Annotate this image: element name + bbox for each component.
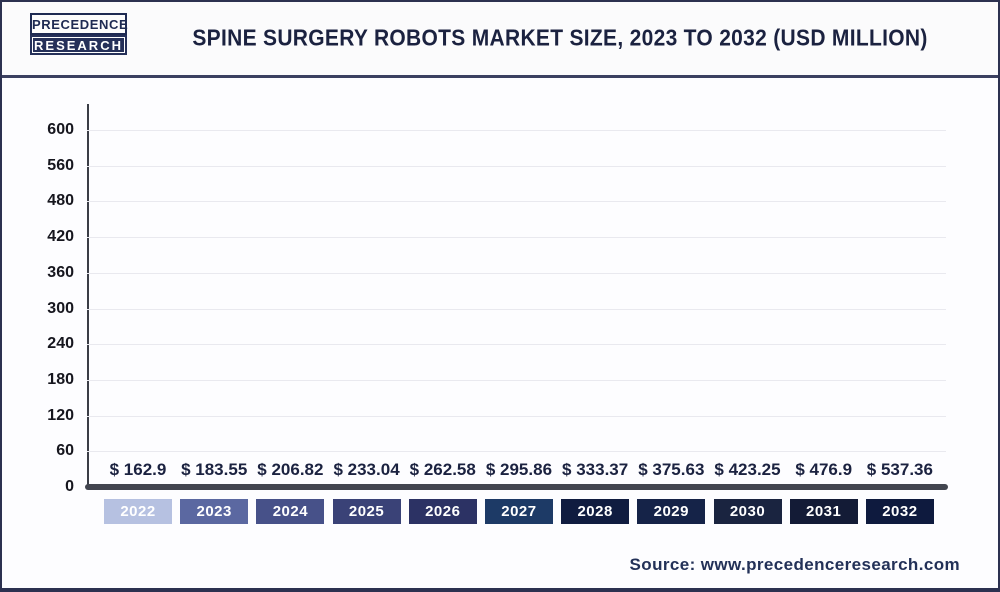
y-tick-label: 420 [47, 228, 74, 246]
gridline [87, 379, 946, 381]
chart-title: SPINE SURGERY ROBOTS MARKET SIZE, 2023 T… [192, 25, 928, 51]
x-tick-label-2026: 2026 [408, 499, 477, 524]
bar-value-label-2023: $ 183.55 [181, 460, 248, 479]
bar-value-label-2024: $ 206.82 [257, 460, 324, 479]
y-tick-label: 240 [47, 335, 74, 353]
x-tick-label-2030: 2030 [713, 499, 782, 524]
x-tick-label-2031: 2031 [789, 499, 858, 524]
gridline [87, 344, 946, 346]
x-tick-label-2027: 2027 [484, 499, 553, 524]
chart-section: 600 560 480 420 360 300 240 180 120 60 0 $ 162.9 $ … [2, 78, 998, 588]
plot-area: 600 560 480 420 360 300 240 180 120 60 0 $ 162.9 $ … [47, 104, 948, 524]
x-tick-label-2023: 2023 [180, 499, 249, 524]
gridline [87, 130, 946, 131]
gridline [87, 201, 946, 203]
bar-value-label-2025: $ 233.04 [333, 460, 400, 479]
x-axis-line [85, 484, 948, 490]
y-tick-label: 560 [47, 156, 74, 174]
gridline [87, 237, 946, 239]
x-axis-labels-row: 2022 2023 2024 2025 2026 2027 2028 2029 2030 2031… [87, 499, 946, 524]
bar-value-label-2030: $ 423.25 [714, 460, 781, 479]
y-tick-label: 360 [47, 263, 74, 281]
y-axis-line [87, 104, 89, 487]
x-tick-label-2025: 2025 [332, 499, 401, 524]
y-tick-label: 600 [47, 121, 74, 138]
bar-value-label-2028: $ 333.37 [562, 460, 629, 479]
bar-value-label-2029: $ 375.63 [638, 460, 705, 479]
x-tick-label-2032: 2032 [865, 499, 934, 524]
x-tick-label-2024: 2024 [256, 499, 325, 524]
bar-value-label-2022: $ 162.9 [109, 460, 167, 479]
gridline [87, 451, 946, 453]
y-tick-label: 0 [65, 478, 74, 495]
bar-value-label-2026: $ 262.58 [409, 460, 476, 479]
logo-text-precedence: PRECEDENCE [30, 13, 128, 35]
gridline [87, 272, 946, 274]
header: PRECEDENCE RESEARCH SPINE SURGERY ROBOTS… [2, 2, 998, 78]
bars-row: $ 162.9 $ 183.55 $ 206.82 $ 233.04 $ 262.58 $… [87, 130, 946, 487]
x-tick-label-2029: 2029 [637, 499, 706, 524]
gridline [87, 308, 946, 310]
bar-value-label-2031: $ 476.9 [795, 460, 853, 479]
gridline [87, 165, 946, 167]
y-tick-label: 60 [56, 442, 74, 460]
bar-value-label-2027: $ 295.86 [485, 460, 553, 479]
y-tick-label: 120 [47, 406, 74, 424]
precedence-research-logo: PRECEDENCE RESEARCH [30, 13, 128, 55]
gridline [87, 415, 946, 417]
x-tick-label-2022: 2022 [104, 499, 172, 524]
y-tick-label: 300 [47, 299, 74, 317]
logo-text-research: RESEARCH [30, 35, 127, 55]
y-tick-label: 480 [47, 192, 74, 210]
x-tick-label-2028: 2028 [561, 499, 630, 524]
y-tick-label: 180 [47, 370, 74, 388]
source-text: Source: www.precedenceresearch.com [629, 555, 960, 574]
bar-value-label-2032: $ 537.36 [866, 460, 933, 479]
